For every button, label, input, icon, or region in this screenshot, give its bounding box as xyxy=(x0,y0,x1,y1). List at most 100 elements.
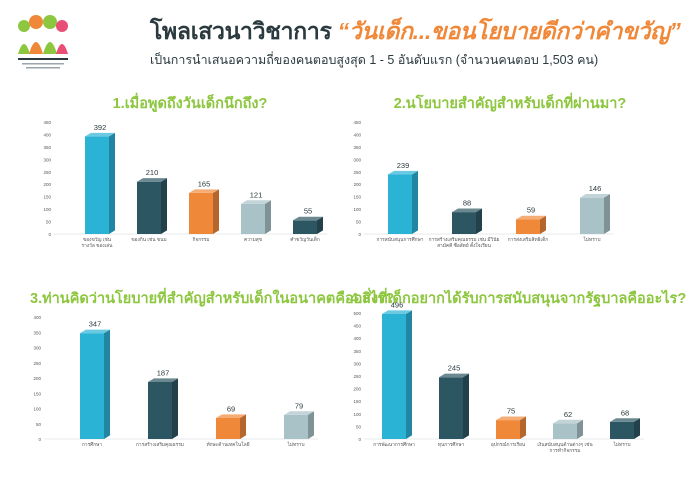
y-tick-label: 250 xyxy=(33,361,41,366)
y-tick-label: 150 xyxy=(43,195,51,200)
y-tick-label: 300 xyxy=(33,346,41,351)
bar-front xyxy=(452,212,476,234)
bar xyxy=(580,194,610,234)
bar-front xyxy=(85,136,109,234)
y-tick-label: 350 xyxy=(353,349,361,354)
chart-panel-1: 1.เมื่อพูดถึงวันเด็กนึกถึง? 0 50 100 150 200… xyxy=(40,92,340,252)
data-label: 187 xyxy=(157,368,170,377)
x-tick-label: ไม่ทราบ xyxy=(612,441,630,448)
y-tick-label: 100 xyxy=(353,207,361,212)
bar xyxy=(388,170,418,234)
bar-front xyxy=(216,417,240,439)
x-tick-label: ไม่ทราบ xyxy=(286,441,304,448)
bar-front xyxy=(284,414,308,439)
bar-front xyxy=(580,197,604,234)
chart-title: 3.ท่านคิดว่านโยบายที่สำคัญสำหรับเด็กในอน… xyxy=(30,291,395,307)
chart-panel-3: 3.ท่านคิดว่านโยบายที่สำคัญสำหรับเด็กในอน… xyxy=(30,287,395,462)
bar-chart-2: 0 50 100 150 200 250 300 350 400 450 239 การสนับสนุ… xyxy=(353,120,614,249)
bar-side xyxy=(317,216,323,234)
x-tick-label-line: การส่งเสริมสิทธิเด็ก xyxy=(508,235,549,243)
bar-side xyxy=(634,418,640,439)
bar-top xyxy=(382,310,412,315)
bar-side xyxy=(308,411,314,439)
x-tick-label: ทักษะด้านเทคโนโลยี xyxy=(206,441,249,448)
x-tick-label: ของกิน เช่น ขนม xyxy=(131,237,166,243)
logo-figure-orange xyxy=(29,15,43,29)
y-tick-label: 300 xyxy=(353,157,361,162)
data-label: 55 xyxy=(304,207,312,216)
bar-chart-4: 0 50 100 150 200 250 300 350 400 450 500 496 การพัฒน… xyxy=(353,300,644,454)
bar-front xyxy=(80,333,104,439)
bar xyxy=(382,310,412,439)
bar-side xyxy=(412,170,418,234)
y-tick-label: 100 xyxy=(353,412,361,417)
y-tick-label: 0 xyxy=(38,437,41,442)
bar-side xyxy=(463,373,469,439)
y-tick-label: 200 xyxy=(33,376,41,381)
x-tick-label-line: ไม่ทราบ xyxy=(582,236,600,243)
bar-side xyxy=(604,194,610,234)
bar-top xyxy=(137,178,167,182)
x-tick-label-line: สามัคคี ซื่อสัตย์ ตั้งใจเรียน xyxy=(437,241,491,249)
y-tick-label: 200 xyxy=(353,387,361,392)
organization-logo xyxy=(18,15,68,69)
data-label: 392 xyxy=(94,123,107,132)
title-highlight: “วันเด็ก...ขอนโยบายดีกว่าคำขวัญ” xyxy=(337,18,681,44)
x-tick-label-line: ไม่ทราบ xyxy=(612,441,630,448)
x-tick-label-line: การพัฒนาการศึกษา xyxy=(373,442,415,448)
bar xyxy=(189,189,219,234)
bar-top xyxy=(189,189,219,193)
x-tick-label-line: การสนับสนุนการศึกษา xyxy=(377,237,424,243)
y-tick-label: 350 xyxy=(43,145,51,150)
x-tick-label-line: ของขวัญ เช่น xyxy=(83,237,112,243)
x-tick-label: คำขวัญวันเด็ก xyxy=(290,235,320,243)
y-tick-label: 200 xyxy=(353,182,361,187)
y-tick-label: 450 xyxy=(43,120,51,125)
bar xyxy=(148,378,178,439)
x-tick-label: การส่งเสริมสิทธิเด็ก xyxy=(508,235,549,243)
bar-front xyxy=(148,381,172,439)
x-tick-label: การพัฒนาการศึกษา xyxy=(373,442,415,448)
bar-side xyxy=(172,378,178,439)
bar-top xyxy=(388,170,418,175)
bar xyxy=(553,419,583,439)
bar-top xyxy=(516,215,546,220)
y-tick-label: 150 xyxy=(353,399,361,404)
bar-top xyxy=(80,329,110,334)
x-tick-label: อุปกรณ์การเรียน xyxy=(491,441,526,448)
bar xyxy=(452,208,482,234)
bar-top xyxy=(452,208,482,213)
data-label: 121 xyxy=(250,190,263,199)
bar-top xyxy=(284,411,314,415)
y-tick-label: 50 xyxy=(36,422,42,427)
bar-top xyxy=(439,373,469,378)
bar xyxy=(241,200,271,234)
data-label: 69 xyxy=(227,404,235,413)
x-tick-label-line: คำขวัญวันเด็ก xyxy=(290,235,320,243)
y-tick-label: 400 xyxy=(353,336,361,341)
data-label: 347 xyxy=(89,320,102,329)
y-tick-label: 450 xyxy=(353,120,361,125)
y-tick-label: 200 xyxy=(43,182,51,187)
y-tick-label: 100 xyxy=(43,207,51,212)
x-tick-label-line: การศึกษา xyxy=(82,442,102,448)
bar-top xyxy=(610,418,640,422)
bar xyxy=(80,329,110,439)
bar xyxy=(284,411,314,439)
x-tick-label: การสร้างเสริมคุณธรรม xyxy=(136,441,184,448)
bar xyxy=(137,178,167,234)
data-label: 59 xyxy=(527,206,535,215)
y-tick-label: 250 xyxy=(43,170,51,175)
y-tick-label: 350 xyxy=(353,145,361,150)
data-label: 210 xyxy=(146,168,159,177)
bar xyxy=(516,215,546,234)
bar-front xyxy=(382,314,406,439)
y-tick-label: 0 xyxy=(358,232,361,237)
x-tick-label-line: ความสุข xyxy=(244,237,262,243)
bar-top xyxy=(148,378,178,382)
y-tick-label: 150 xyxy=(353,195,361,200)
data-label: 79 xyxy=(295,401,303,410)
x-tick-label-line: การสร้างเสริมคุณธรรม xyxy=(136,441,184,448)
data-label: 62 xyxy=(564,410,572,419)
x-tick-label: ของขวัญ เช่นรางวัล ของเล่น xyxy=(82,237,114,249)
